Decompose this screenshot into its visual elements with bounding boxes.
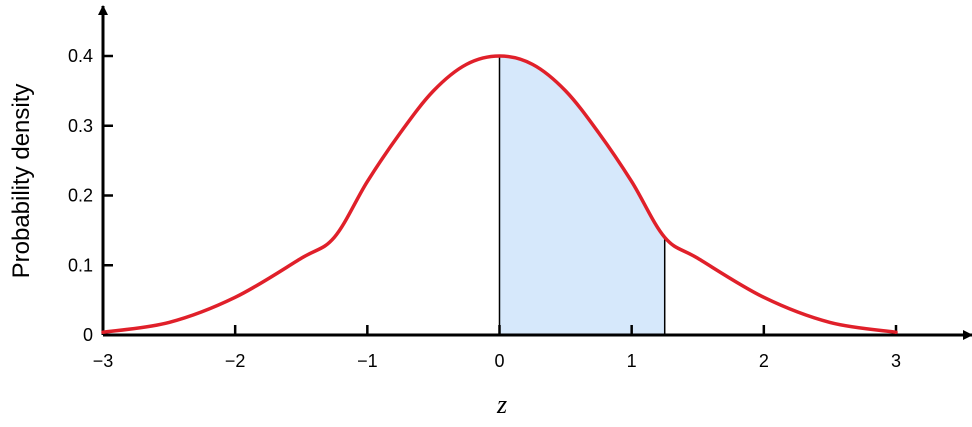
x-tick-label: 1 xyxy=(627,351,637,371)
x-axis-title: z xyxy=(496,390,507,419)
x-tick-label: −1 xyxy=(357,351,378,371)
y-tick-label: 0.4 xyxy=(68,46,93,66)
y-tick-label: 0.2 xyxy=(68,186,93,206)
x-tick-label: −2 xyxy=(225,351,246,371)
y-tick-label: 0.1 xyxy=(68,255,93,275)
y-tick-label: 0.3 xyxy=(68,116,93,136)
x-tick-label: −3 xyxy=(93,351,114,371)
density-curve xyxy=(101,54,898,334)
y-axis-title: Probability density xyxy=(8,84,35,279)
x-tick-label: 2 xyxy=(759,351,769,371)
y-tick-label: 0 xyxy=(83,325,93,345)
x-tick-label: 0 xyxy=(494,351,504,371)
shaded-area xyxy=(499,56,665,335)
x-tick-label: 3 xyxy=(891,351,901,371)
